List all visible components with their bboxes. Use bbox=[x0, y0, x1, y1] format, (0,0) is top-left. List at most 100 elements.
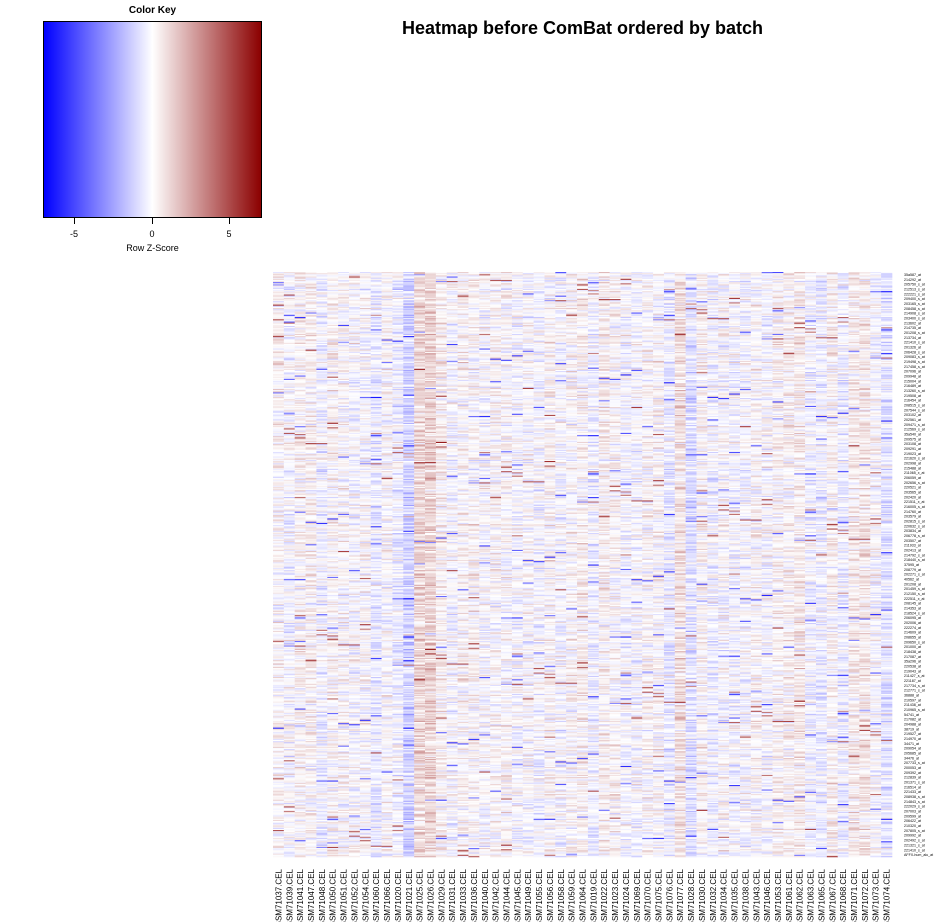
heatmap-cell bbox=[305, 384, 317, 386]
heatmap-cell bbox=[273, 610, 285, 613]
heatmap-cell bbox=[316, 854, 328, 857]
heatmap-cell bbox=[273, 714, 285, 716]
heatmap-cell bbox=[327, 360, 339, 363]
heatmap-cell bbox=[327, 454, 339, 456]
heatmap-cell bbox=[327, 464, 339, 466]
heatmap-cell bbox=[273, 459, 285, 462]
heatmap-cell bbox=[283, 805, 296, 807]
heatmap-cell bbox=[273, 677, 285, 679]
heatmap-cell bbox=[294, 385, 306, 388]
heatmap-cell bbox=[305, 340, 317, 343]
heatmap-cell bbox=[305, 471, 317, 473]
heatmap-cell bbox=[294, 357, 306, 359]
heatmap-cell bbox=[273, 422, 285, 425]
heatmap-cell bbox=[294, 682, 306, 685]
heatmap-cell bbox=[327, 416, 339, 418]
heatmap-cell bbox=[283, 399, 296, 401]
heatmap-cell bbox=[327, 528, 339, 530]
heatmap-cell bbox=[305, 744, 317, 746]
heatmap-cell bbox=[294, 381, 306, 383]
heatmap-cell bbox=[294, 386, 306, 389]
heatmap-cell bbox=[283, 342, 296, 345]
heatmap-cell bbox=[283, 537, 296, 539]
heatmap-cell bbox=[283, 337, 296, 339]
heatmap-cell bbox=[283, 402, 296, 404]
heatmap-cell bbox=[294, 564, 306, 566]
heatmap-cell bbox=[283, 628, 296, 631]
heatmap-cell bbox=[283, 387, 296, 390]
heatmap-cell bbox=[316, 344, 328, 346]
heatmap-cell bbox=[283, 331, 296, 334]
heatmap-cell bbox=[305, 382, 317, 384]
heatmap-cell bbox=[294, 558, 306, 561]
heatmap-cell bbox=[283, 398, 296, 400]
heatmap-cell bbox=[305, 610, 317, 613]
heatmap-cell bbox=[305, 555, 317, 557]
heatmap-cell bbox=[316, 590, 328, 592]
heatmap-cell bbox=[273, 594, 285, 597]
heatmap-cell bbox=[327, 520, 339, 523]
heatmap-cell bbox=[316, 548, 328, 551]
heatmap-cell bbox=[305, 734, 317, 736]
heatmap-cell bbox=[305, 319, 317, 321]
heatmap-cell bbox=[273, 741, 285, 743]
heatmap-cell bbox=[283, 705, 296, 707]
heatmap-cell bbox=[273, 565, 285, 568]
heatmap-cell bbox=[305, 369, 317, 372]
heatmap-cell bbox=[305, 627, 317, 629]
heatmap-cell bbox=[316, 598, 328, 600]
heatmap-cell bbox=[305, 825, 317, 827]
heatmap-cell bbox=[273, 617, 285, 619]
heatmap-cell bbox=[316, 818, 328, 821]
heatmap-cell bbox=[283, 455, 296, 457]
heatmap-cell bbox=[294, 517, 306, 519]
heatmap-cell bbox=[305, 472, 317, 474]
heatmap-cell bbox=[327, 309, 339, 311]
heatmap-cell bbox=[283, 681, 296, 683]
heatmap-cell bbox=[283, 674, 296, 677]
heatmap-cell bbox=[327, 398, 339, 400]
heatmap-cell bbox=[283, 588, 296, 590]
heatmap-cell bbox=[273, 474, 285, 476]
heatmap-cell bbox=[273, 849, 285, 851]
heatmap-cell bbox=[273, 627, 285, 629]
heatmap-cell bbox=[283, 831, 296, 833]
heatmap-cell bbox=[316, 474, 328, 476]
heatmap-cell bbox=[327, 286, 339, 289]
heatmap-cell bbox=[294, 587, 306, 589]
heatmap-cell bbox=[327, 480, 339, 482]
heatmap-cell bbox=[305, 395, 317, 398]
heatmap-cell bbox=[273, 365, 285, 367]
heatmap-cell bbox=[273, 363, 285, 365]
heatmap-cell bbox=[294, 431, 306, 434]
heatmap-cell bbox=[305, 678, 317, 680]
heatmap-cell bbox=[273, 401, 285, 403]
heatmap-cell bbox=[305, 738, 317, 741]
heatmap-cell bbox=[273, 293, 285, 295]
heatmap-cell bbox=[305, 546, 317, 548]
heatmap-cell bbox=[327, 274, 339, 276]
heatmap-cell bbox=[316, 540, 328, 543]
heatmap-cell bbox=[294, 764, 306, 767]
heatmap-cell bbox=[316, 345, 328, 347]
heatmap-cell bbox=[327, 458, 339, 461]
heatmap-cell bbox=[294, 714, 306, 716]
heatmap-cell bbox=[273, 531, 285, 534]
heatmap-cell bbox=[294, 378, 306, 381]
heatmap-cell bbox=[273, 690, 285, 692]
heatmap-cell bbox=[305, 764, 317, 767]
heatmap-cell bbox=[327, 452, 339, 454]
heatmap-cell bbox=[316, 826, 328, 829]
heatmap-cell bbox=[273, 572, 285, 574]
heatmap-cell bbox=[316, 317, 328, 319]
heatmap-cell bbox=[316, 458, 328, 461]
heatmap-cell bbox=[305, 450, 317, 453]
heatmap-cell bbox=[294, 799, 306, 802]
heatmap-cell bbox=[273, 607, 285, 609]
heatmap-cell bbox=[283, 360, 296, 363]
heatmap-cell bbox=[327, 444, 339, 446]
heatmap-cell bbox=[316, 436, 328, 438]
heatmap-cell bbox=[294, 666, 306, 669]
heatmap-cell bbox=[283, 346, 296, 348]
heatmap-cell bbox=[294, 321, 306, 323]
